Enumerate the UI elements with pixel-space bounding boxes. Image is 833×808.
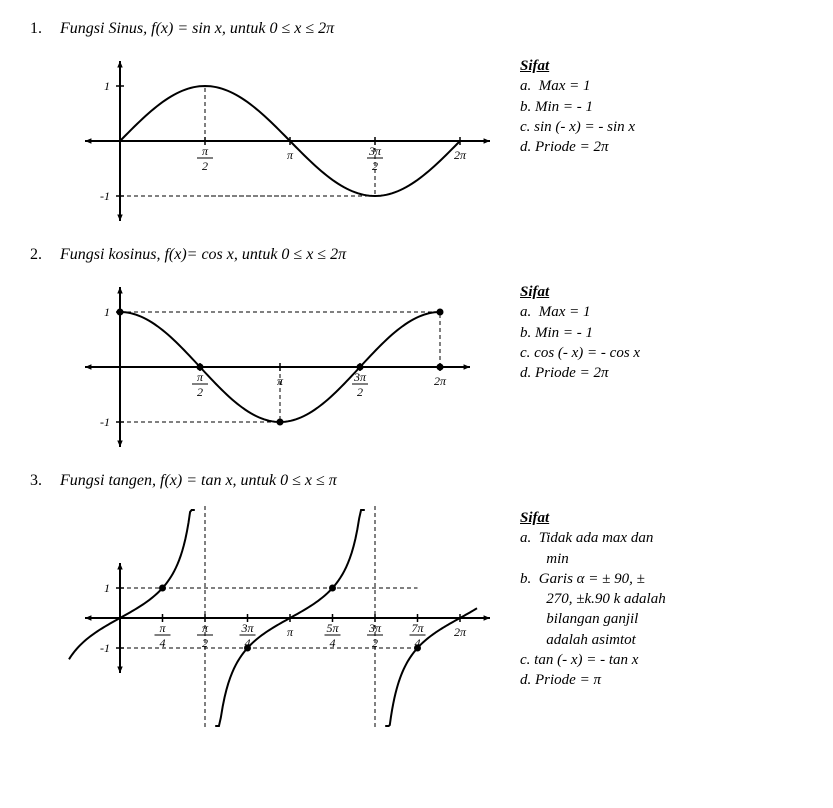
item-number: 2.	[30, 246, 60, 264]
sifat-entry: a. Max = 1	[520, 302, 640, 322]
sifat-entry: d. Priode = 2π	[520, 363, 640, 383]
sifat-entry: a. Tidak ada max dan min	[520, 528, 666, 569]
content-row: 1-1π2π3π22πSifata. Max = 1b. Min = - 1c.…	[60, 46, 803, 236]
sifat-heading: Sifat	[520, 56, 635, 76]
sifat-entry: d. Priode = 2π	[520, 137, 635, 157]
graph: 1-1π4π23π4π5π43π27π42π	[60, 498, 490, 738]
sifat-entry: b. Min = - 1	[520, 97, 635, 117]
svg-text:-1: -1	[100, 189, 110, 203]
content-row: 1-1π2π3π22πSifata. Max = 1b. Min = - 1c.…	[60, 272, 803, 462]
svg-text:2: 2	[357, 385, 363, 399]
item-number: 1.	[30, 20, 60, 38]
item-body: Fungsi tangen, f(x) = tan x, untuk 0 ≤ x…	[60, 472, 803, 738]
item-body: Fungsi Sinus, f(x) = sin x, untuk 0 ≤ x …	[60, 20, 803, 236]
svg-text:-1: -1	[100, 415, 110, 429]
content-row: 1-1π4π23π4π5π43π27π42πSifata. Tidak ada …	[60, 498, 803, 738]
item-title: Fungsi kosinus, f(x)= cos x, untuk 0 ≤ x…	[60, 246, 803, 264]
sifat-entry: b. Garis α = ± 90, ± 270, ±k.90 k adalah…	[520, 569, 666, 650]
sifat-entry: c. tan (- x) = - tan x	[520, 650, 666, 670]
graph: 1-1π2π3π22π	[60, 272, 490, 462]
sifat-entry: d. Priode = π	[520, 670, 666, 690]
svg-text:2π: 2π	[434, 374, 447, 388]
svg-text:π: π	[159, 621, 166, 635]
svg-text:7π: 7π	[411, 621, 424, 635]
svg-text:π: π	[202, 144, 209, 158]
item-title: Fungsi tangen, f(x) = tan x, untuk 0 ≤ x…	[60, 472, 803, 490]
svg-text:1: 1	[104, 79, 110, 93]
svg-text:2: 2	[202, 159, 208, 173]
svg-text:1: 1	[104, 305, 110, 319]
list-item: 1.Fungsi Sinus, f(x) = sin x, untuk 0 ≤ …	[30, 20, 803, 236]
sifat-entry: c. sin (- x) = - sin x	[520, 117, 635, 137]
list-item: 2.Fungsi kosinus, f(x)= cos x, untuk 0 ≤…	[30, 246, 803, 462]
svg-text:π: π	[287, 148, 294, 162]
svg-text:π: π	[197, 370, 204, 384]
sifat-block: Sifata. Max = 1b. Min = - 1c. cos (- x) …	[520, 272, 640, 383]
item-title: Fungsi Sinus, f(x) = sin x, untuk 0 ≤ x …	[60, 20, 803, 38]
svg-text:1: 1	[104, 581, 110, 595]
item-number: 3.	[30, 472, 60, 490]
svg-text:5π: 5π	[326, 621, 339, 635]
svg-text:2π: 2π	[454, 148, 467, 162]
sifat-entry: c. cos (- x) = - cos x	[520, 343, 640, 363]
svg-text:2: 2	[197, 385, 203, 399]
sifat-block: Sifata. Tidak ada max dan minb. Garis α …	[520, 498, 666, 690]
list-item: 3.Fungsi tangen, f(x) = tan x, untuk 0 ≤…	[30, 472, 803, 738]
graph: 1-1π2π3π22π	[60, 46, 490, 236]
svg-text:2π: 2π	[454, 625, 467, 639]
svg-text:-1: -1	[100, 641, 110, 655]
sifat-entry: b. Min = - 1	[520, 323, 640, 343]
svg-text:3π: 3π	[240, 621, 254, 635]
svg-text:π: π	[287, 625, 294, 639]
sifat-heading: Sifat	[520, 508, 666, 528]
sifat-heading: Sifat	[520, 282, 640, 302]
sifat-block: Sifata. Max = 1b. Min = - 1c. sin (- x) …	[520, 46, 635, 157]
item-body: Fungsi kosinus, f(x)= cos x, untuk 0 ≤ x…	[60, 246, 803, 462]
sifat-entry: a. Max = 1	[520, 76, 635, 96]
